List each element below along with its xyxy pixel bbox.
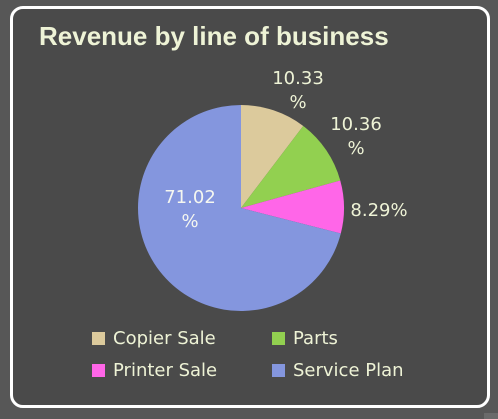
pie-slice-service-plan [138, 105, 341, 311]
window-corner [484, 413, 498, 419]
legend-label-copier-sale: Copier Sale [113, 327, 216, 349]
legend-label-service-plan: Service Plan [293, 359, 404, 381]
pie-slice-parts [241, 125, 341, 208]
legend-item-parts: Parts [272, 326, 338, 350]
pie-slices [138, 105, 345, 311]
data-label-parts: 10.36% [330, 114, 382, 159]
legend-swatch-parts [272, 331, 285, 345]
pie-slice-printer-sale [241, 180, 345, 234]
legend-label-parts: Parts [293, 327, 338, 349]
legend-item-printer-sale: Printer Sale [92, 358, 217, 382]
pie-labels: 10.33 %10.36 % 8.29% 71.02% [164, 68, 407, 232]
legend-item-copier-sale: Copier Sale [92, 326, 216, 350]
legend-swatch-copier-sale [92, 331, 105, 345]
data-label-printer-sale: 8.29% [350, 200, 407, 221]
legend-swatch-service-plan [272, 363, 285, 377]
chart-title: Revenue by line of business [39, 21, 389, 51]
legend-item-service-plan: Service Plan [272, 358, 404, 382]
pie-slice-copier-sale [241, 105, 304, 208]
legend-label-printer-sale: Printer Sale [113, 359, 218, 381]
data-label-service-plan: 71.02% [164, 187, 216, 232]
data-label-copier-sale: 10.33% [272, 68, 324, 113]
chart-card: Revenue by line of business [10, 6, 490, 408]
legend-swatch-printer-sale [92, 363, 105, 377]
